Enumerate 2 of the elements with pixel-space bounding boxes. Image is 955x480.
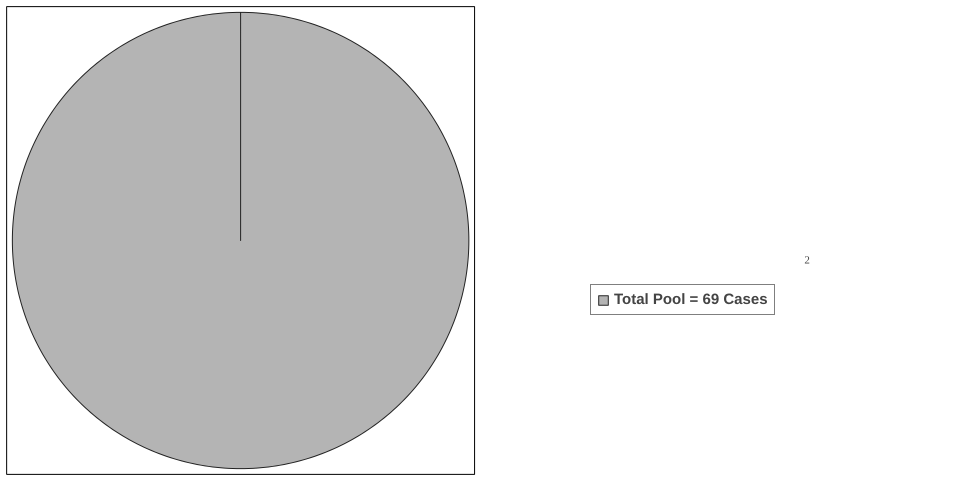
text: 2 <box>804 254 810 266</box>
legend-label: Total Pool = 69 Cases <box>614 291 768 308</box>
